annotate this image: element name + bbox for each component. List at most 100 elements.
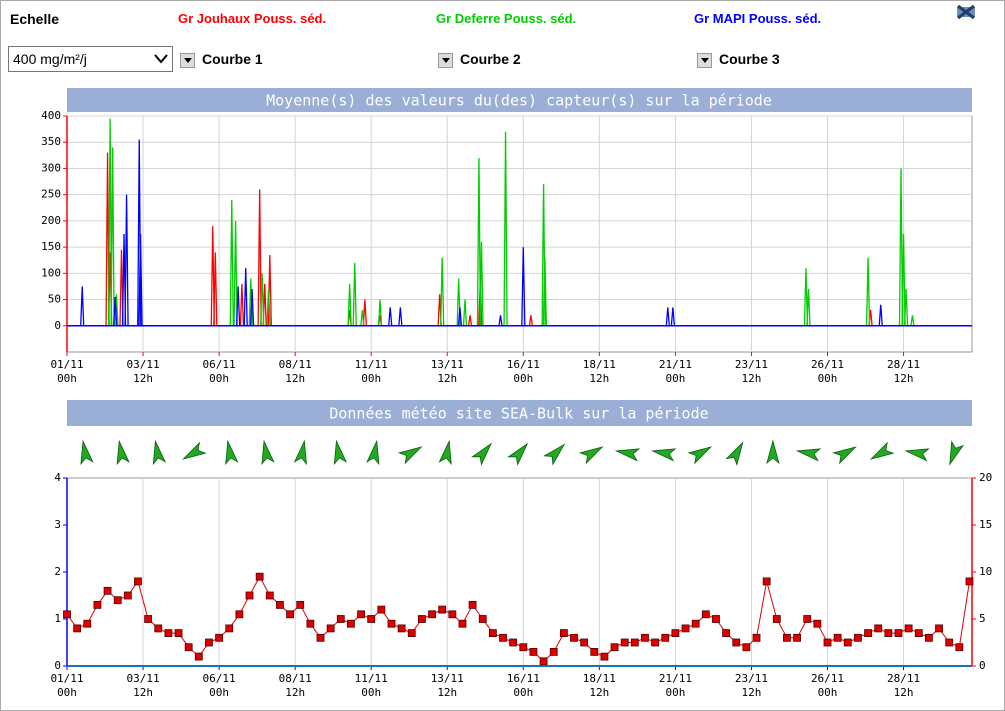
wind-arrow (687, 446, 713, 465)
scale-select-value: 400 mg/m²/j (13, 51, 87, 67)
wind-arrow (471, 442, 492, 466)
y-tick-label: 200 (41, 214, 61, 227)
point (397, 624, 406, 633)
curve-toggle[interactable] (438, 53, 453, 68)
spike (233, 220, 238, 326)
point (93, 601, 102, 609)
x-tick-label: 21/11 00h (658, 672, 692, 699)
title-bar (67, 400, 972, 426)
spike (528, 315, 534, 326)
curve-toggle[interactable] (180, 53, 195, 68)
wind-arrow (181, 441, 207, 460)
spike (910, 315, 915, 326)
point (225, 624, 234, 633)
spike (257, 189, 262, 326)
wind-arrow (832, 446, 858, 465)
toggle-arrow (184, 58, 192, 63)
wind-arrow (578, 446, 604, 465)
x-tick-label: 26/11 00h (810, 672, 845, 699)
curve-label: Courbe 3 (719, 51, 780, 67)
point (955, 643, 964, 652)
spike (352, 262, 357, 326)
point (306, 619, 315, 628)
point (184, 643, 193, 652)
legend-entry: Gr Jouhaux Pouss. séd. (178, 11, 327, 26)
wind-arrow (397, 446, 423, 465)
point (245, 591, 254, 600)
y-tick-label: 50 (48, 293, 61, 306)
legend-entry: Gr Deferre Pouss. séd. (436, 11, 577, 26)
point (783, 633, 791, 642)
legend-entry: Gr MAPI Pouss. séd. (694, 11, 822, 26)
y2-tick-label: 15 (979, 518, 992, 531)
x-tick-label: 23/11 12h (734, 672, 769, 699)
point (671, 629, 680, 637)
point (894, 629, 903, 637)
point (458, 619, 467, 628)
spike (347, 283, 352, 326)
wind-arrow (725, 441, 744, 466)
point (134, 577, 142, 586)
point (914, 629, 923, 637)
spike (878, 304, 883, 326)
point (387, 619, 396, 628)
y-tick-label: 0 (54, 659, 61, 672)
y-tick-label: 350 (41, 135, 61, 148)
point (712, 615, 720, 623)
point (438, 605, 447, 614)
point (935, 624, 943, 633)
spike (110, 147, 115, 326)
spike (249, 289, 255, 326)
spike (467, 315, 473, 326)
select-arrow (154, 54, 168, 64)
spike (479, 241, 484, 326)
point (63, 610, 71, 619)
point (904, 624, 913, 633)
scale-label: Echelle (10, 11, 60, 27)
point (448, 610, 457, 619)
point (499, 633, 507, 642)
point (874, 624, 883, 633)
spike (239, 283, 245, 326)
point (357, 610, 365, 619)
curve-label: Courbe 2 (460, 51, 521, 67)
point (407, 629, 416, 637)
point (418, 615, 426, 623)
point (843, 638, 852, 647)
x-tick-label: 11/11 00h (354, 672, 388, 699)
point (651, 638, 660, 647)
spike (80, 286, 85, 326)
spike (670, 307, 676, 326)
spike (235, 286, 241, 326)
point (752, 633, 761, 642)
point (580, 638, 589, 647)
close-button[interactable] (955, 3, 977, 21)
y2-tick-label: 5 (979, 612, 986, 625)
x-tick-label: 13/11 12h (430, 358, 464, 385)
x-tick-label: 01/11 00h (50, 358, 84, 385)
scale-select[interactable]: 400 mg/m²/j (8, 46, 173, 72)
point (620, 638, 629, 647)
point (478, 615, 487, 623)
point (529, 648, 538, 656)
point (539, 657, 548, 666)
spike (362, 299, 368, 326)
point (347, 619, 355, 628)
x-tick-label: 26/11 00h (810, 358, 845, 385)
spike (498, 315, 503, 326)
chart-title: Données météo site SEA-Bulk sur la pério… (329, 405, 708, 423)
point (336, 615, 345, 623)
spike (901, 233, 906, 326)
x-tick-label: 18/11 12h (582, 672, 616, 699)
point (488, 629, 497, 637)
point (265, 591, 274, 600)
curve-toggle[interactable] (697, 53, 712, 68)
spike (476, 157, 482, 326)
x-tick-label: 03/11 12h (126, 358, 160, 385)
wind-arrow (614, 448, 641, 462)
point (73, 624, 82, 633)
spike (360, 309, 365, 326)
point (803, 615, 812, 623)
wind-arrow (795, 448, 822, 462)
